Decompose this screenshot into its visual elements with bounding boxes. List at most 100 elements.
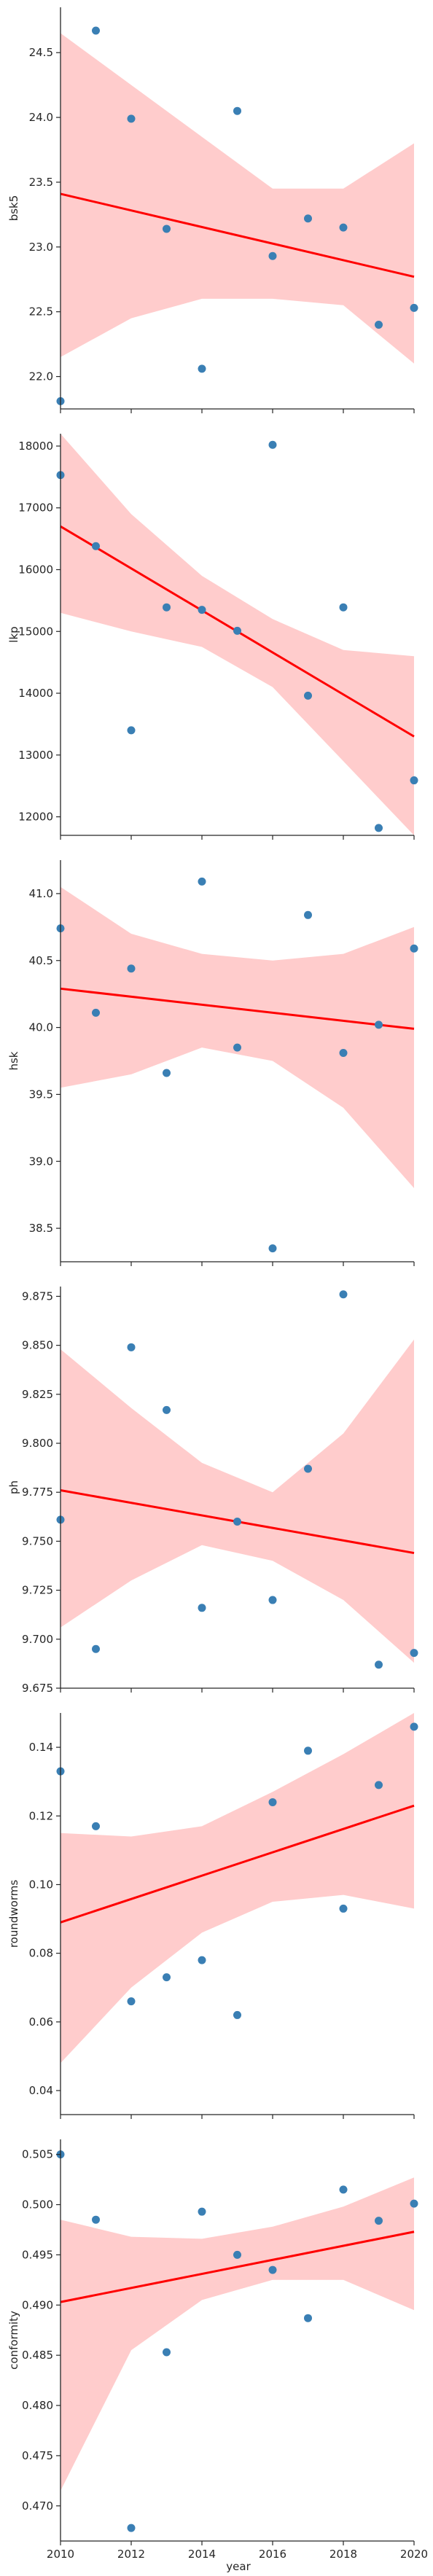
data-point	[304, 214, 312, 223]
data-point	[339, 1048, 348, 1057]
y-tick-label: 0.495	[22, 2248, 53, 2261]
data-point	[268, 251, 277, 260]
x-tick-label: 2016	[259, 2548, 286, 2561]
data-point	[233, 626, 241, 635]
y-tick-label: 14000	[18, 687, 53, 700]
data-point	[375, 320, 383, 329]
x-tick-label: 2014	[188, 2548, 216, 2561]
y-tick-label: 9.875	[22, 1289, 53, 1303]
data-point	[233, 1043, 241, 1052]
data-point	[339, 1290, 348, 1299]
data-point	[163, 1069, 171, 1077]
data-point	[410, 1649, 418, 1658]
data-point	[198, 877, 206, 886]
confidence-band	[61, 1339, 414, 1663]
data-point	[375, 1660, 383, 1669]
data-point	[304, 691, 312, 700]
data-point	[375, 1781, 383, 1789]
data-point	[410, 776, 418, 785]
x-tick-label: 2010	[47, 2548, 74, 2561]
x-tick-label: 2018	[329, 2548, 357, 2561]
y-tick-label: 0.12	[29, 1809, 53, 1822]
y-tick-label: 22.5	[29, 305, 53, 319]
panel-roundworms: 0.04 0.06 0.08 0.10 0.12 0.14 roundworms	[7, 1713, 418, 2119]
data-point	[127, 726, 136, 735]
data-point	[268, 1596, 277, 1604]
y-tick-label: 23.5	[29, 176, 53, 189]
data-point	[233, 106, 241, 115]
y-axis-label: ph	[7, 1480, 20, 1494]
data-point	[163, 1973, 171, 1982]
data-point	[304, 1464, 312, 1473]
y-tick-label: 0.485	[22, 2349, 53, 2362]
data-point	[410, 2199, 418, 2208]
y-tick-label: 0.505	[22, 2148, 53, 2161]
data-point	[92, 2215, 100, 2224]
y-tick-label: 9.850	[22, 1339, 53, 1352]
data-point	[92, 1644, 100, 1653]
data-point	[339, 223, 348, 232]
y-tick-label: 24.5	[29, 46, 53, 59]
data-point	[233, 1518, 241, 1526]
confidence-band	[61, 1713, 414, 2064]
data-point	[127, 1997, 136, 2006]
y-tick-label: 22.0	[29, 370, 53, 383]
y-tick-label: 0.480	[22, 2399, 53, 2412]
data-point	[198, 1604, 206, 1612]
regression-line	[60, 2230, 415, 2303]
data-point	[127, 114, 136, 123]
data-point	[127, 2524, 136, 2532]
y-tick-label: 0.10	[29, 1878, 53, 1891]
y-tick-label: 24.0	[29, 111, 53, 124]
x-tick-label: 2020	[400, 2548, 428, 2561]
regression-line	[60, 192, 415, 278]
panel-hsk: 38.5 39.0 39.5 40.0 40.5 41.0 hsk	[7, 860, 418, 1266]
data-point	[339, 2185, 348, 2194]
y-axis-label: lkp	[7, 626, 20, 642]
y-tick-label: 9.675	[22, 1682, 53, 1695]
panel-conformity: 0.470 0.475 0.480 0.485 0.490 0.495 0.500 0.505…	[7, 2139, 428, 2561]
data-point	[268, 1244, 277, 1253]
data-point	[198, 364, 206, 373]
data-point	[410, 1722, 418, 1731]
data-point	[375, 1020, 383, 1029]
panel-lkp: 12000 13000 14000 15000 16000 17000 18000 lkp	[7, 434, 418, 840]
data-point	[163, 603, 171, 612]
y-tick-label: 15000	[18, 625, 53, 638]
data-point	[410, 303, 418, 312]
data-point	[233, 2010, 241, 2019]
y-tick-label: 0.14	[29, 1741, 53, 1754]
data-point	[375, 2217, 383, 2225]
y-tick-label: 41.0	[29, 887, 53, 900]
data-point	[198, 606, 206, 614]
data-point	[268, 2265, 277, 2274]
data-point	[233, 2250, 241, 2259]
data-point	[198, 2207, 206, 2216]
data-point	[375, 824, 383, 832]
panels: 22.0 22.5 23.0 23.5 24.0 24.5 bsk5 12000 13000 14…	[7, 7, 428, 2561]
confidence-band	[61, 33, 414, 364]
confidence-band	[61, 886, 414, 1188]
y-tick-label: 0.06	[29, 2015, 53, 2029]
y-axis-label: roundworms	[7, 1880, 20, 1948]
data-point	[163, 2348, 171, 2357]
data-point	[92, 542, 100, 550]
y-tick-label: 13000	[18, 749, 53, 762]
regression-line	[60, 1804, 415, 1924]
y-tick-label: 18000	[18, 440, 53, 453]
y-tick-label: 9.800	[22, 1437, 53, 1450]
y-tick-label: 9.750	[22, 1534, 53, 1547]
y-tick-label: 16000	[18, 563, 53, 576]
data-point	[304, 910, 312, 919]
y-tick-label: 0.470	[22, 2499, 53, 2513]
y-tick-label: 0.08	[29, 1947, 53, 1960]
data-point	[127, 1343, 136, 1351]
y-tick-label: 9.700	[22, 1633, 53, 1646]
data-point	[92, 1822, 100, 1830]
y-tick-label: 39.0	[29, 1155, 53, 1168]
data-point	[127, 964, 136, 973]
data-point	[410, 944, 418, 953]
y-tick-label: 12000	[18, 811, 53, 824]
y-tick-label: 0.490	[22, 2298, 53, 2311]
